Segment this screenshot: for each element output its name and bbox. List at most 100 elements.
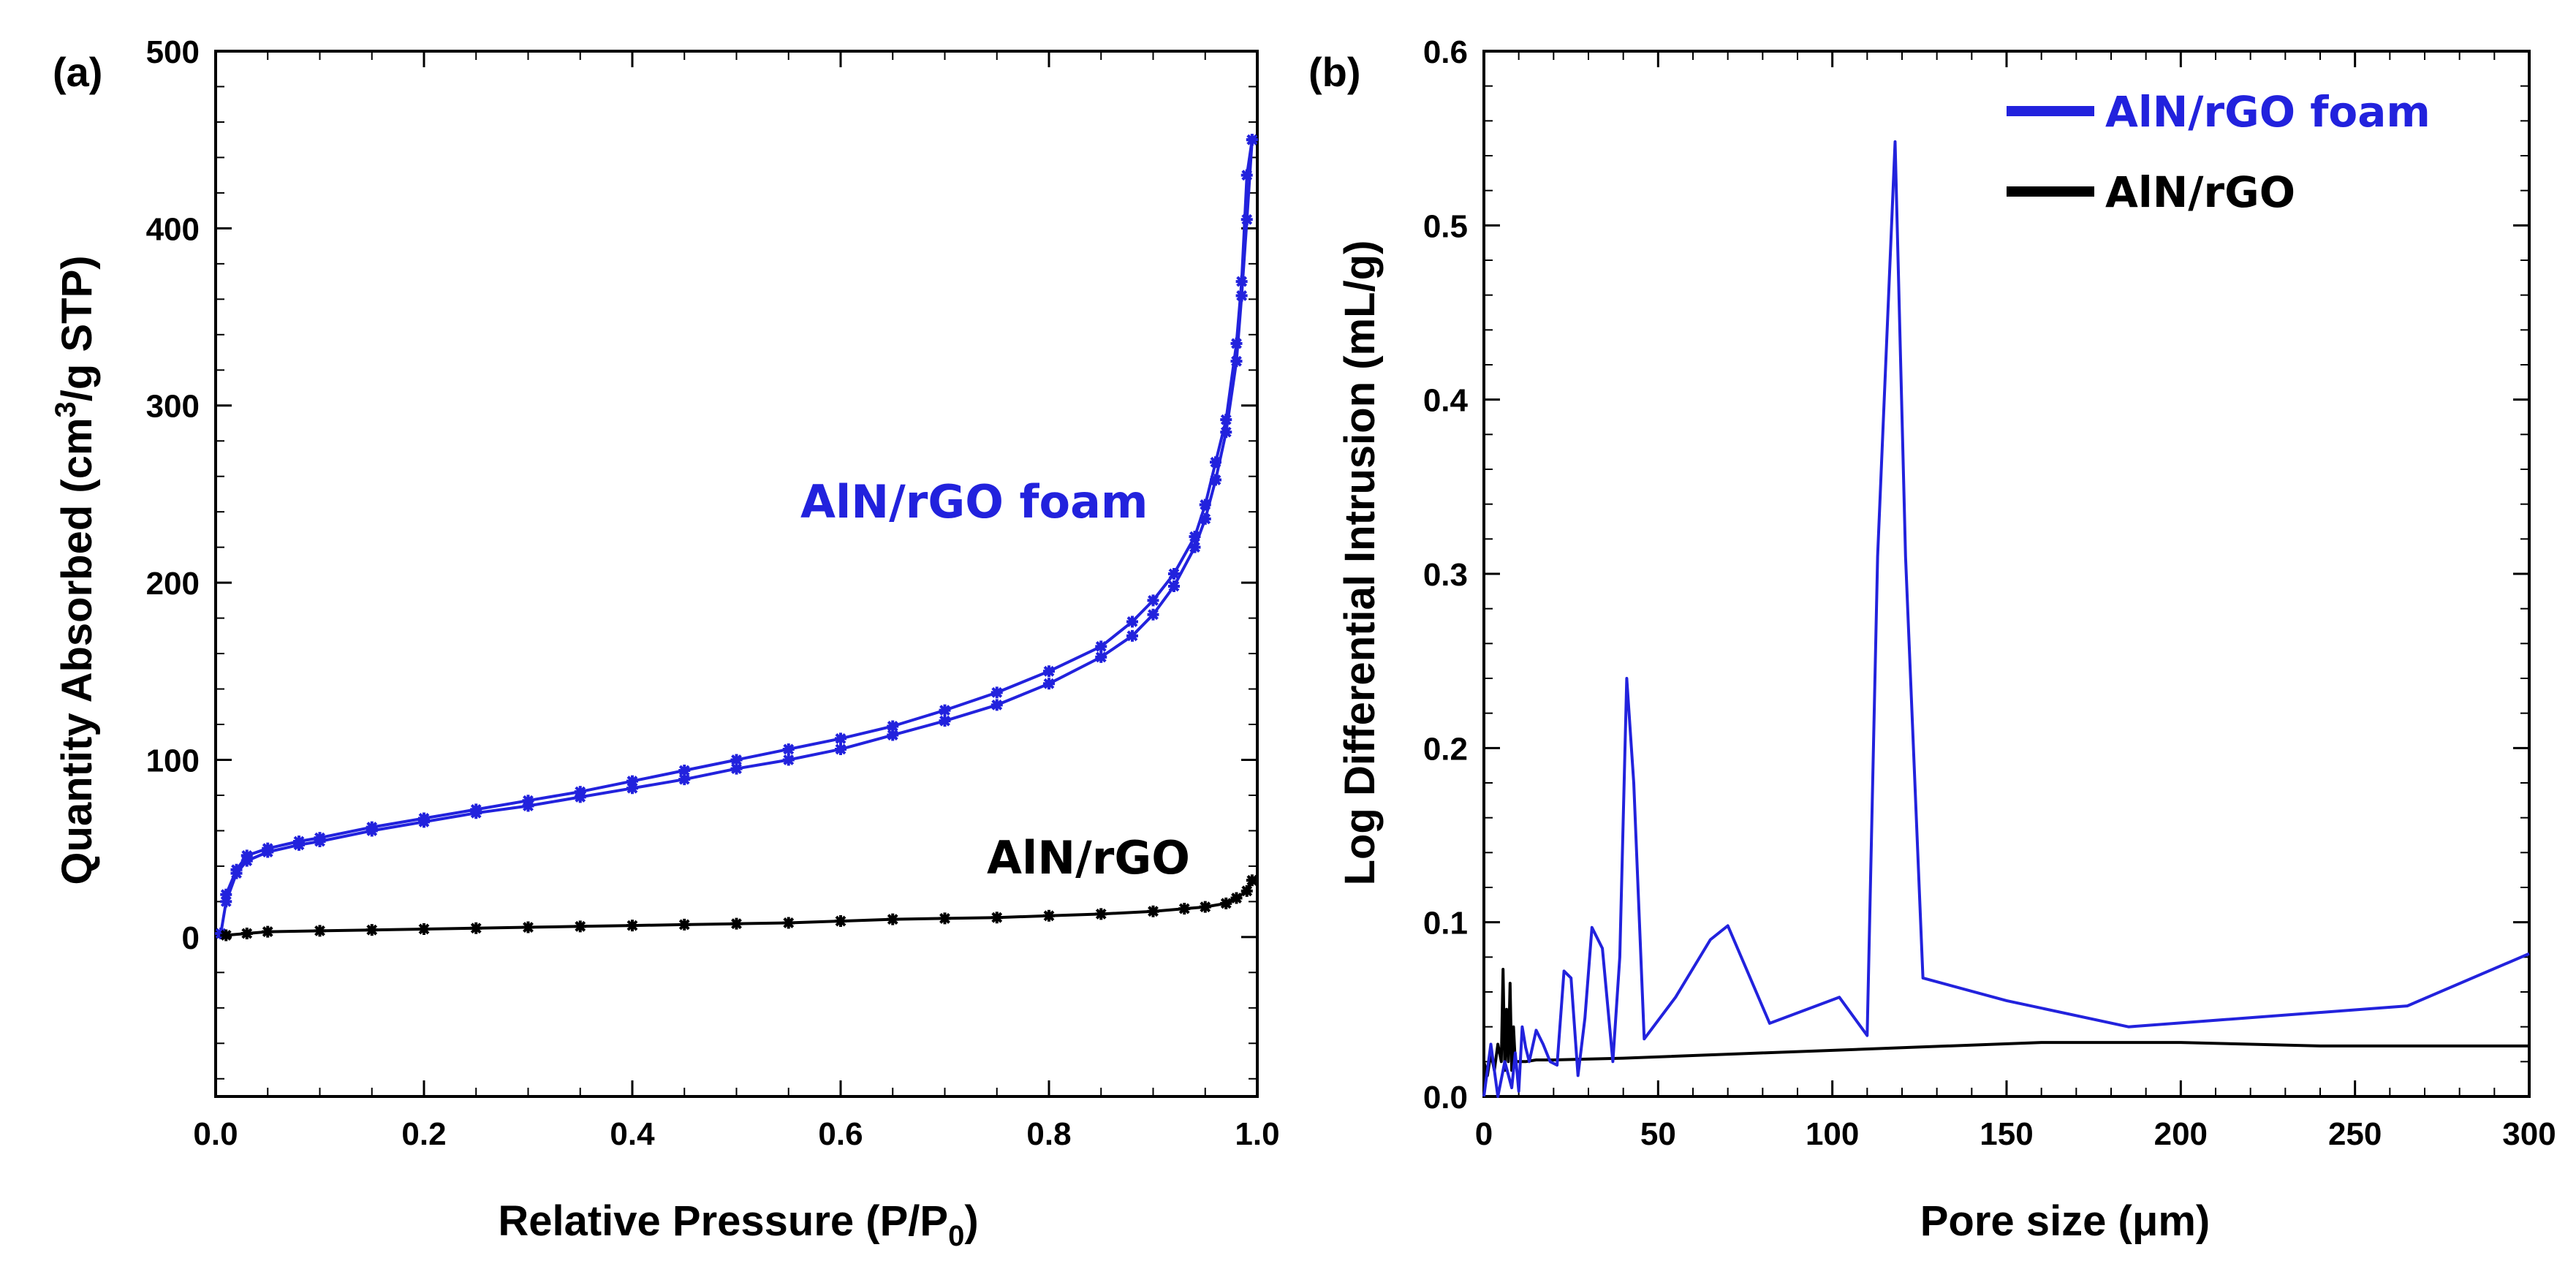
data-point-a0 <box>1147 608 1159 621</box>
data-point-a1 <box>939 704 951 716</box>
panel-b-axes: 0 50 100 150 200 250 300 0.0 0.1 0.2 0.3 0.4 0.5 0.6 <box>1423 34 2556 1152</box>
y-tick-label-b: 0.4 <box>1423 383 1469 419</box>
x-tick-label-a: 0.8 <box>1026 1116 1071 1152</box>
data-point-a2 <box>1230 892 1243 904</box>
plot-frame-a <box>214 50 1259 1098</box>
y-tick-label-b: 0.0 <box>1423 1080 1468 1115</box>
data-point-a1 <box>835 732 846 745</box>
x-tick-label-b: 50 <box>1640 1116 1676 1152</box>
annotation-aln-rgo: AlN/rGO <box>987 831 1190 884</box>
y-tick-label-a: 0 <box>182 920 200 956</box>
data-point-a1 <box>470 803 482 816</box>
data-point-a1 <box>1126 615 1138 628</box>
data-point-a1 <box>626 775 638 787</box>
data-point-a0 <box>1240 213 1253 226</box>
y-tick-label-b: 0.1 <box>1423 906 1468 942</box>
data-point-a2 <box>782 917 795 929</box>
data-point-a0 <box>1126 629 1138 642</box>
y-axis-label-a: Quantity Absorbed (cm3/g STP) <box>50 255 101 884</box>
annotation-aln-rgo-foam: AlN/rGO foam <box>800 475 1148 529</box>
series-line-a1 <box>224 139 1254 895</box>
series-line-b1 <box>1482 968 2529 1077</box>
data-point-a2 <box>1178 903 1191 915</box>
data-point-a0 <box>782 754 795 766</box>
x-tick-label-a: 0.6 <box>818 1116 863 1152</box>
data-point-a1 <box>1095 640 1107 653</box>
panel-a-isotherm: (a) 0.0 0.2 0.4 0.6 0.8 1.0 0 100 200 300 400 500 A… <box>50 34 1280 1252</box>
y-tick-label-b: 0.6 <box>1423 34 1468 70</box>
data-point-a2 <box>470 922 482 934</box>
x-tick-label-a: 1.0 <box>1235 1116 1279 1152</box>
x-tick-label-b: 300 <box>2502 1116 2556 1152</box>
data-point-a1 <box>1168 568 1180 580</box>
y-axis-label-b: Log Differential Intrusion (mL/g) <box>1336 240 1384 886</box>
data-point-a1 <box>1210 456 1221 469</box>
data-point-a1 <box>262 842 274 855</box>
data-point-a1 <box>887 720 899 732</box>
data-point-a2 <box>262 925 274 938</box>
y-tick-label-a: 200 <box>146 566 200 602</box>
data-point-a1 <box>730 754 743 766</box>
data-point-a0 <box>1210 474 1221 486</box>
data-point-a1 <box>1235 276 1248 288</box>
data-point-a0 <box>939 715 951 727</box>
y-tick-label-a: 100 <box>146 743 200 779</box>
x-tick-label-b: 0 <box>1475 1116 1493 1152</box>
data-point-a2 <box>1246 874 1258 887</box>
data-point-a0 <box>990 699 1003 711</box>
data-point-a1 <box>230 863 243 876</box>
data-point-a0 <box>1199 512 1211 525</box>
data-point-a2 <box>1199 901 1211 913</box>
y-tick-label-a: 300 <box>146 389 200 425</box>
panel-a-axes: 0.0 0.2 0.4 0.6 0.8 1.0 0 100 200 300 400 500 <box>146 34 1280 1152</box>
y-tick-label-b: 0.3 <box>1423 557 1468 593</box>
y-tick-label-a: 400 <box>146 211 200 247</box>
x-axis-label-b: Pore size (μm) <box>1920 1197 2210 1245</box>
data-point-a2 <box>626 920 638 932</box>
data-point-a2 <box>1240 884 1253 897</box>
x-tick-label-a: 0.2 <box>401 1116 446 1152</box>
data-point-a1 <box>1240 169 1253 181</box>
data-point-a2 <box>1043 909 1055 922</box>
x-axis-label-a: Relative Pressure (P/P0) <box>498 1197 978 1252</box>
data-point-a1 <box>418 812 430 825</box>
data-point-a0 <box>835 743 846 755</box>
y-tick-label-a: 500 <box>146 34 200 70</box>
x-tick-label-b: 100 <box>1806 1116 1859 1152</box>
data-point-a1 <box>1147 594 1159 607</box>
legend: AlN/rGO foam AlN/rGO <box>2007 87 2431 217</box>
data-point-a1 <box>574 786 586 798</box>
data-point-a2 <box>240 928 253 940</box>
data-point-a1 <box>220 888 232 901</box>
panel-a-series <box>215 134 1258 942</box>
data-point-a1 <box>293 835 305 847</box>
data-point-a2 <box>574 920 586 933</box>
data-point-a0 <box>1168 580 1180 592</box>
data-point-a2 <box>730 917 743 930</box>
series-line-b0 <box>1482 140 2530 1098</box>
panel-b-series <box>1482 140 2530 1098</box>
x-tick-label-a: 0.0 <box>193 1116 238 1152</box>
data-point-a1 <box>1043 665 1055 678</box>
data-point-a1 <box>990 686 1003 699</box>
data-point-a2 <box>365 924 378 936</box>
data-point-a2 <box>678 918 691 931</box>
data-point-a1 <box>1220 414 1232 426</box>
data-point-a0 <box>1220 426 1232 439</box>
y-tick-label-b: 0.2 <box>1423 731 1468 767</box>
data-point-a2 <box>418 923 430 935</box>
data-point-a1 <box>1230 337 1243 349</box>
panel-b-pore-size: (b) 0 50 100 150 200 250 300 0.0 0.1 0.2 0.3 0.4 0.5… <box>1308 34 2556 1245</box>
data-point-a2 <box>1220 897 1232 909</box>
legend-label-foam: AlN/rGO foam <box>2105 87 2431 137</box>
panel-a-label: (a) <box>53 49 102 95</box>
data-point-a0 <box>1189 541 1201 553</box>
data-point-a1 <box>1199 499 1211 511</box>
x-tick-label-b: 150 <box>1980 1116 2033 1152</box>
data-point-a1 <box>1246 134 1258 146</box>
x-tick-label-a: 0.4 <box>610 1116 655 1152</box>
data-point-a0 <box>215 928 227 940</box>
data-point-a1 <box>240 849 253 862</box>
data-point-a1 <box>522 795 534 807</box>
